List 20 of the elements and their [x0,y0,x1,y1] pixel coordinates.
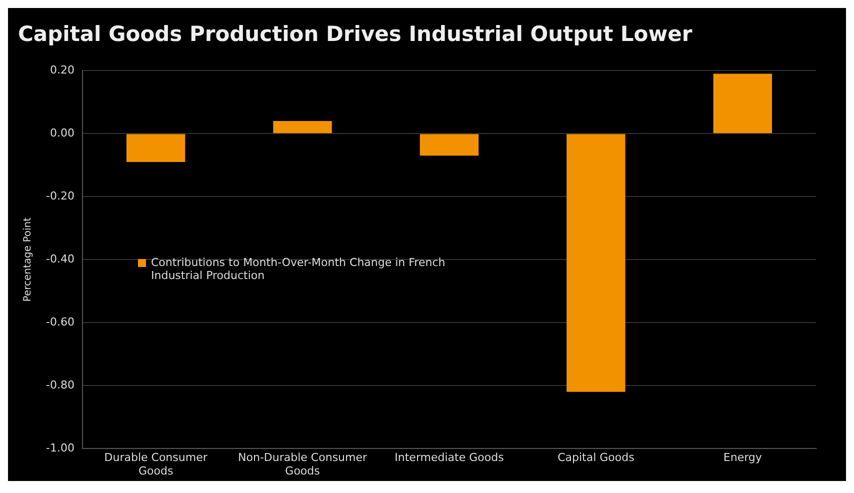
x-tick-label: Durable Consumer Goods [104,451,208,478]
y-tick-label: -0.60 [46,315,74,328]
x-tick-label: Intermediate Goods [394,451,504,464]
y-tick-label: -0.20 [46,189,74,202]
y-tick-label: 0.20 [50,63,74,76]
bar [420,134,479,156]
chart-title: Capital Goods Production Drives Industrial Output Lower [17,21,694,48]
y-tick-label: -0.80 [46,378,74,392]
x-tick-label: Energy [723,451,762,464]
bar [713,74,772,134]
y-tick-label: -0.40 [46,252,74,266]
y-tick-label: 0.00 [50,126,74,140]
y-axis-title: Percentage Point [22,217,34,302]
bar [273,121,332,134]
y-tick-label: -1.00 [46,441,74,454]
x-tick-label: Non-Durable Consumer Goods [238,451,368,478]
bar [566,134,626,392]
bar [126,134,186,162]
x-tick-label: Capital Goods [558,451,635,464]
legend-label: Contributions to Month-Over-Month Change in French Industrial Production [151,256,446,282]
